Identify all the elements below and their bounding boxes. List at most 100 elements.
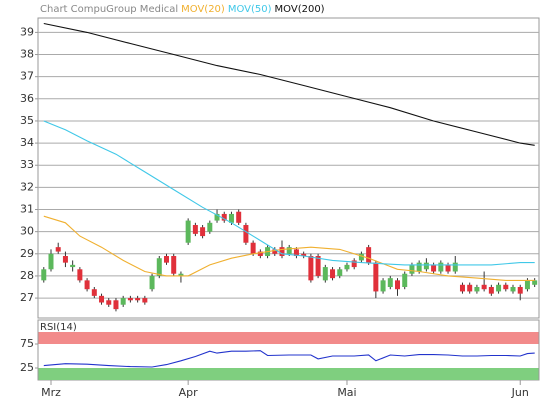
candle-body xyxy=(459,284,465,292)
rsi-band xyxy=(38,368,539,380)
candle-body xyxy=(445,264,451,272)
y-tick-label: 36 xyxy=(20,92,34,105)
legend-entry: MOV(20) xyxy=(181,4,225,15)
y-tick-label: 34 xyxy=(20,136,34,149)
candle-body xyxy=(257,251,263,257)
candle-body xyxy=(200,227,206,237)
candle-body xyxy=(84,280,90,290)
candle-body xyxy=(481,284,487,290)
candle-body xyxy=(135,298,141,301)
candle-body xyxy=(192,225,198,234)
candle-body xyxy=(322,267,328,281)
candle-body xyxy=(70,264,76,268)
candle-body xyxy=(163,256,169,263)
candle-body xyxy=(380,280,386,292)
candle-body xyxy=(48,253,54,270)
candle-body xyxy=(308,256,314,281)
candle-body xyxy=(488,287,494,294)
candle-body xyxy=(293,249,299,257)
y-tick-label: 25 xyxy=(20,361,34,374)
candle-body xyxy=(452,262,458,272)
candle-body xyxy=(496,284,502,292)
candle-body xyxy=(503,284,509,290)
y-tick-label: 32 xyxy=(20,180,34,193)
x-tick-label: Mai xyxy=(337,386,356,399)
candle-body xyxy=(171,256,177,274)
candle-body xyxy=(510,287,516,292)
x-tick-label: Jun xyxy=(511,386,529,399)
line-series xyxy=(43,120,535,266)
panel-title: RSI(14) xyxy=(40,322,77,333)
candle-body xyxy=(438,262,444,272)
legend-entry: MOV(200) xyxy=(275,4,325,15)
candle-body xyxy=(113,300,119,310)
candle-body xyxy=(423,262,429,270)
candle-body xyxy=(214,213,220,221)
candle-body xyxy=(467,284,473,292)
candle-body xyxy=(142,298,148,303)
candle-body xyxy=(344,264,350,270)
y-tick-label: 29 xyxy=(20,247,34,260)
candle-body xyxy=(99,295,105,303)
candle-body xyxy=(395,280,401,290)
candle-body xyxy=(286,247,292,254)
candle-body xyxy=(517,287,523,294)
candle-body xyxy=(149,275,155,290)
candle-body xyxy=(524,280,530,290)
candle-body xyxy=(243,225,249,243)
candle-body xyxy=(358,253,364,261)
y-tick-label: 33 xyxy=(20,158,34,171)
candle-body xyxy=(301,253,307,257)
x-tick-label: Apr xyxy=(179,386,199,399)
candle-body xyxy=(120,298,126,305)
candle-body xyxy=(250,242,256,254)
candle-body xyxy=(178,273,184,276)
candle-body xyxy=(315,256,321,276)
line-series xyxy=(43,350,535,368)
y-tick-label: 39 xyxy=(20,25,34,38)
candle-body xyxy=(272,249,278,254)
y-tick-label: 37 xyxy=(20,70,34,83)
chart-title: Chart CompuGroup Medical xyxy=(40,4,178,15)
candle-body xyxy=(532,280,538,285)
candle-body xyxy=(62,256,68,263)
line-series xyxy=(43,22,535,146)
candle-body xyxy=(236,211,242,223)
y-tick-label: 38 xyxy=(20,48,34,61)
rsi-band xyxy=(38,332,539,344)
y-tick-label: 30 xyxy=(20,225,34,238)
candle-body xyxy=(474,287,480,292)
candle-body xyxy=(41,269,47,281)
candle-body xyxy=(207,222,213,232)
candle-body xyxy=(279,247,285,257)
candle-body xyxy=(337,269,343,276)
candle-body xyxy=(156,258,162,276)
candle-body xyxy=(373,262,379,292)
candle-body xyxy=(228,213,234,223)
x-tick-label: Mrz xyxy=(41,386,61,399)
candle-body xyxy=(127,298,133,301)
candle-body xyxy=(351,260,357,268)
candle-body xyxy=(409,264,415,274)
line-series xyxy=(43,215,535,281)
candle-body xyxy=(91,289,97,296)
candle-body xyxy=(185,220,191,243)
candle-body xyxy=(387,278,393,288)
candle-body xyxy=(402,273,408,288)
candle-body xyxy=(431,264,437,272)
panel-frame xyxy=(37,17,540,319)
candle-body xyxy=(55,247,61,252)
candle-body xyxy=(221,213,227,221)
candle-body xyxy=(416,262,422,272)
candle-body xyxy=(106,300,112,305)
y-tick-label: 31 xyxy=(20,203,34,216)
y-tick-label: 28 xyxy=(20,269,34,282)
y-tick-label: 35 xyxy=(20,114,34,127)
candle-body xyxy=(330,269,336,279)
y-tick-label: 75 xyxy=(20,337,34,350)
y-tick-label: 27 xyxy=(20,291,34,304)
candle-body xyxy=(366,247,372,263)
legend-entry: MOV(50) xyxy=(228,4,272,15)
candle-body xyxy=(77,269,83,281)
